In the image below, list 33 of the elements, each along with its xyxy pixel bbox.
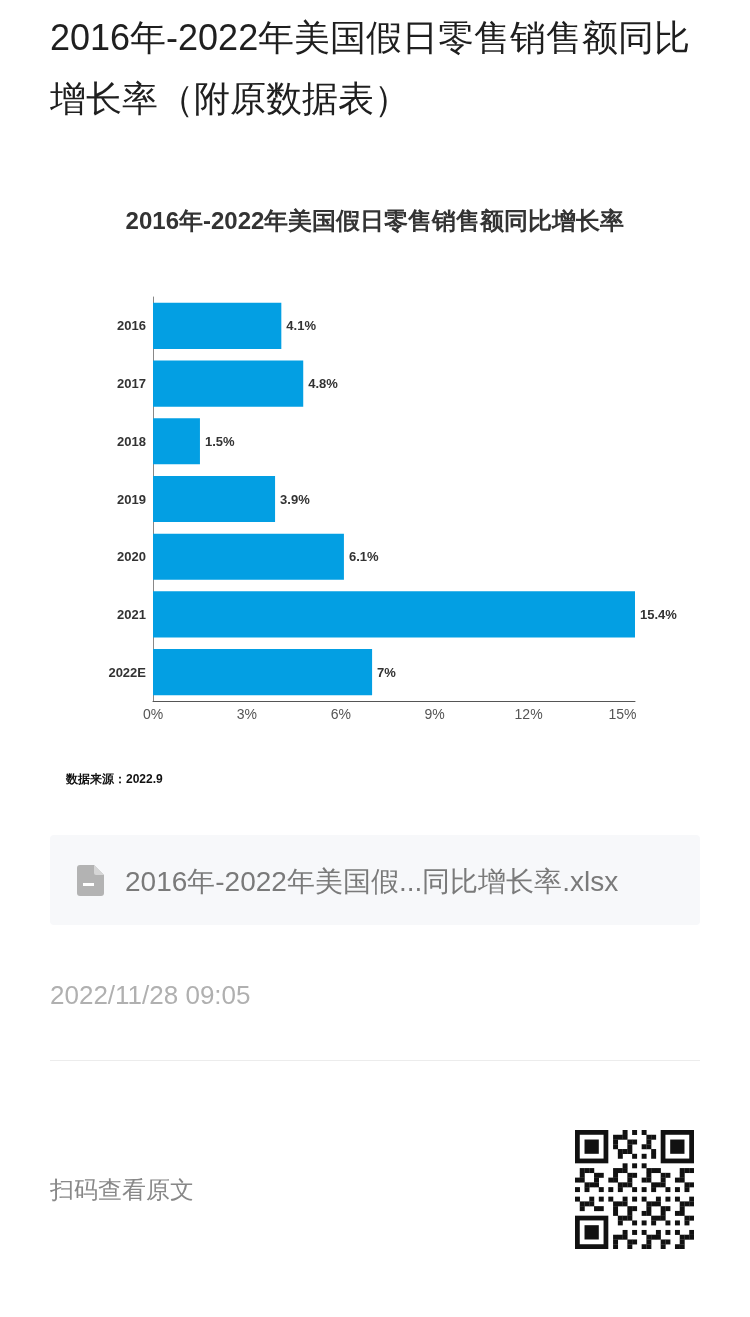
y-tick-label: 2022E: [108, 664, 147, 680]
text: 2016年-2022年美国假...同比增长率.xlsx: [125, 865, 619, 899]
chart-title: 2016年-2022年美国假日零售销售额同比增长率（附原数据表）: [50, 16, 692, 121]
data-label: 4.8%: [308, 376, 339, 392]
bar: [153, 533, 344, 580]
chart-subtitle: 2016年-2022年美国假日零售销售额同比增长率: [125, 206, 625, 234]
y-tick-label: 2019: [117, 491, 146, 507]
x-tick-label: 15%: [608, 706, 637, 722]
source-note: 数据来源：2022.9: [66, 771, 163, 788]
bar: [153, 360, 304, 407]
x-tick-label: 0%: [142, 706, 164, 722]
data-label: 7%: [377, 664, 397, 680]
data-label: 1.5%: [204, 433, 236, 449]
bar: [153, 649, 373, 696]
y-tick-label: 2017: [117, 376, 146, 392]
bar: [153, 475, 276, 523]
x-tick-label: 3%: [236, 706, 258, 722]
data-label: 4.1%: [286, 318, 317, 334]
data-label: 15.4%: [640, 606, 678, 622]
x-tick-label: 9%: [424, 706, 445, 722]
text: 扫码查看原文: [50, 1175, 194, 1205]
bar: [153, 418, 200, 465]
data-label: 3.9%: [280, 491, 311, 507]
y-tick-label: 2016: [117, 318, 146, 334]
y-tick-label: 2018: [117, 433, 146, 449]
x-tick-label: 12%: [514, 706, 543, 722]
text: 2022/11/28 09:05: [50, 979, 251, 1011]
data-label: 6.1%: [348, 549, 379, 565]
x-tick-label: 6%: [330, 706, 351, 722]
y-tick-label: 2021: [117, 606, 146, 622]
y-tick-label: 2020: [117, 549, 146, 565]
bar: [153, 591, 635, 638]
bar: [153, 302, 282, 349]
